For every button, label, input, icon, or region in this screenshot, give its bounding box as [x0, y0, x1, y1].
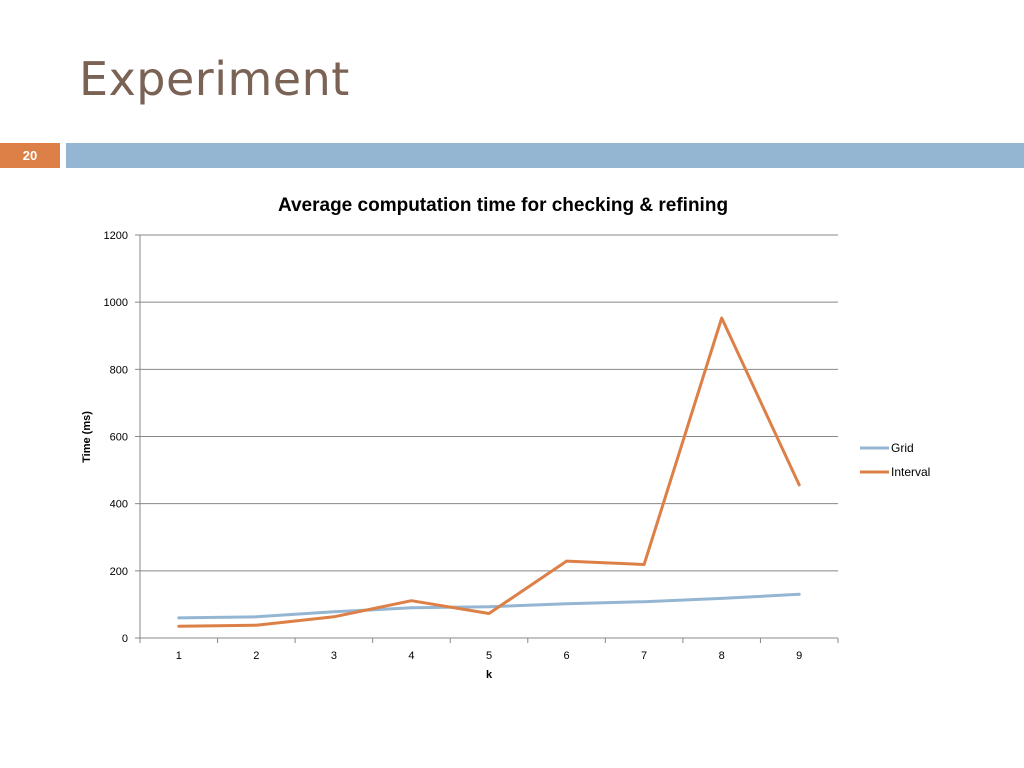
- x-axis-title: k: [486, 669, 493, 681]
- chart-title: Average computation time for checking & …: [278, 195, 728, 216]
- x-tick-label: 9: [796, 650, 802, 662]
- series-line-interval: [177, 316, 801, 628]
- x-tick-label: 2: [253, 650, 259, 662]
- legend: Grid Interval: [860, 441, 930, 479]
- header-bar: [66, 143, 1024, 168]
- y-tick-label: 600: [110, 432, 128, 444]
- x-tick-label: 3: [331, 650, 337, 662]
- series-lines: [177, 316, 801, 628]
- x-tick-label: 4: [408, 650, 414, 662]
- y-tick-label: 1000: [104, 297, 128, 309]
- y-tick-label: 200: [110, 566, 128, 578]
- legend-label: Grid: [891, 441, 914, 455]
- series-line-grid: [177, 592, 801, 620]
- x-tick-label: 7: [641, 650, 647, 662]
- x-tick-label: 8: [719, 650, 725, 662]
- axes: 0 200 400 600 800 1000 1200 1 2 3 4 5 6 7 8 9: [104, 230, 839, 662]
- legend-label: Interval: [891, 465, 930, 479]
- y-tick-label: 400: [110, 499, 128, 511]
- x-tick-label: 1: [176, 650, 182, 662]
- gridlines: [140, 234, 838, 572]
- y-axis-title: Time (ms): [81, 411, 93, 463]
- slide-number: 20: [0, 143, 60, 168]
- y-tick-label: 800: [110, 364, 128, 376]
- slide-title: Experiment: [79, 52, 350, 106]
- x-tick-label: 6: [563, 650, 569, 662]
- y-tick-label: 0: [122, 633, 128, 645]
- x-tick-label: 5: [486, 650, 492, 662]
- y-tick-label: 1200: [104, 230, 128, 242]
